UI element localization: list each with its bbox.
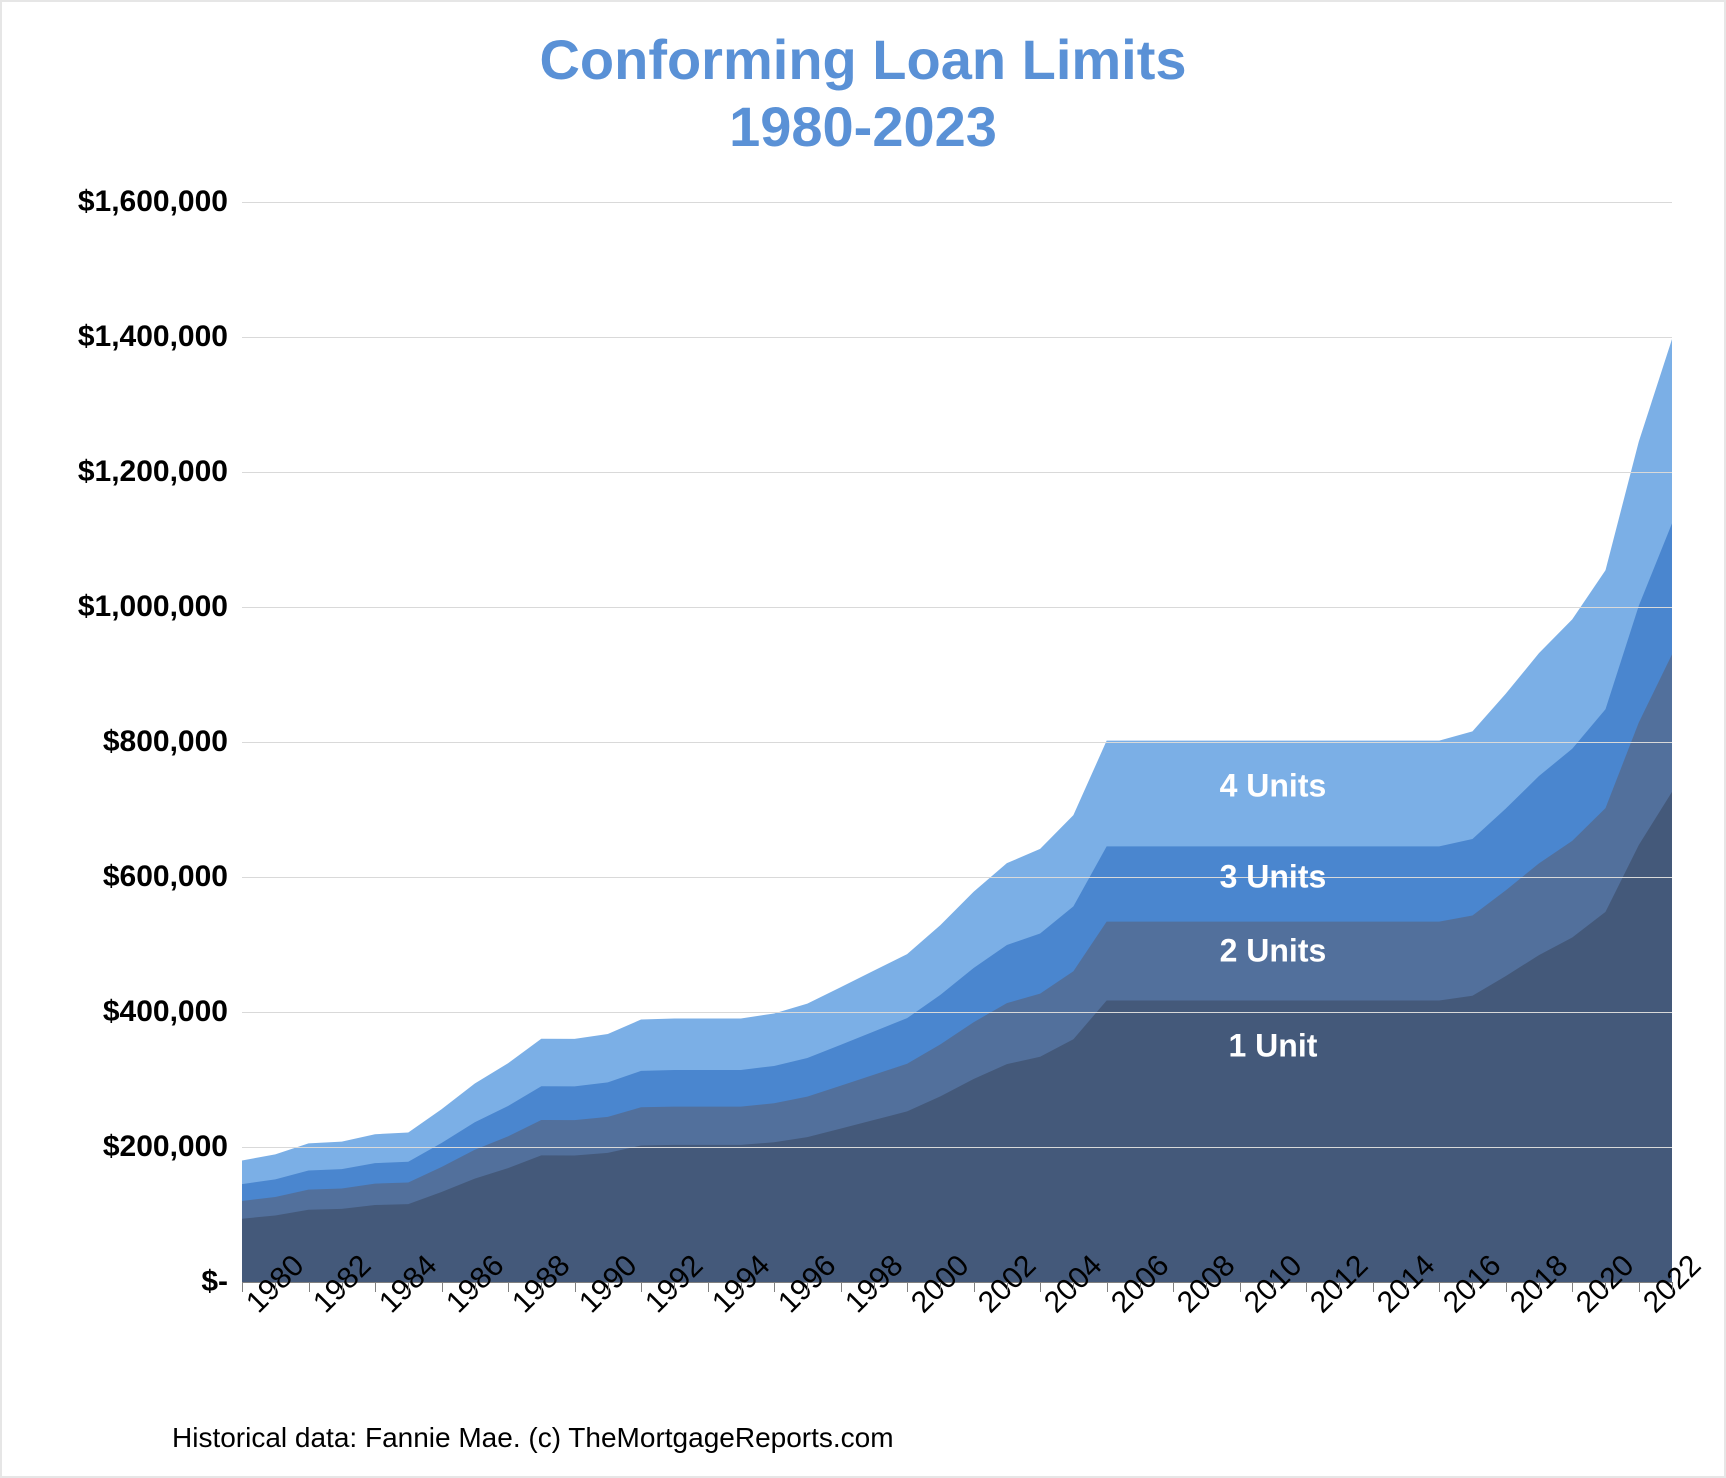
y-axis-label: $-: [201, 1265, 242, 1299]
y-axis-label: $400,000: [103, 995, 242, 1029]
x-tick: [1406, 1282, 1407, 1292]
gridline: [242, 472, 1672, 473]
gridline: [242, 202, 1672, 203]
x-tick: [342, 1282, 343, 1292]
x-tick: [1206, 1282, 1207, 1292]
y-axis-label: $200,000: [103, 1130, 242, 1164]
chart-title: Conforming Loan Limits 1980-2023: [2, 2, 1724, 160]
x-tick: [375, 1282, 376, 1292]
x-tick: [608, 1282, 609, 1292]
gridline: [242, 1147, 1672, 1148]
gridline: [242, 337, 1672, 338]
x-tick: [1439, 1282, 1440, 1292]
x-tick: [541, 1282, 542, 1292]
series-label-4-units: 4 Units: [1220, 767, 1327, 804]
y-axis-label: $600,000: [103, 860, 242, 894]
x-tick: [1373, 1282, 1374, 1292]
series-label-1-unit: 1 Unit: [1228, 1027, 1317, 1064]
chart-frame: Conforming Loan Limits 1980-2023 $-$200,…: [0, 0, 1726, 1478]
x-tick: [841, 1282, 842, 1292]
x-tick: [1539, 1282, 1540, 1292]
y-axis-label: $1,400,000: [78, 320, 242, 354]
x-tick: [674, 1282, 675, 1292]
x-tick: [1040, 1282, 1041, 1292]
x-tick: [1273, 1282, 1274, 1292]
x-tick: [708, 1282, 709, 1292]
y-axis-label: $800,000: [103, 725, 242, 759]
y-axis-label: $1,600,000: [78, 185, 242, 219]
x-tick: [1605, 1282, 1606, 1292]
x-tick: [1107, 1282, 1108, 1292]
chart-footnote: Historical data: Fannie Mae. (c) TheMort…: [172, 1422, 894, 1454]
x-tick: [1173, 1282, 1174, 1292]
x-tick: [1639, 1282, 1640, 1292]
x-tick: [1240, 1282, 1241, 1292]
gridline: [242, 742, 1672, 743]
x-tick: [1672, 1282, 1673, 1292]
gridline: [242, 607, 1672, 608]
x-tick: [974, 1282, 975, 1292]
x-tick: [242, 1282, 243, 1292]
x-tick: [1339, 1282, 1340, 1292]
x-tick: [741, 1282, 742, 1292]
x-tick: [1073, 1282, 1074, 1292]
y-axis-label: $1,000,000: [78, 590, 242, 624]
x-tick: [1572, 1282, 1573, 1292]
series-label-2-units: 2 Units: [1220, 933, 1327, 970]
x-tick: [1306, 1282, 1307, 1292]
x-tick: [907, 1282, 908, 1292]
x-tick: [1007, 1282, 1008, 1292]
plot-area: $-$200,000$400,000$600,000$800,000$1,000…: [242, 202, 1672, 1282]
gridline: [242, 877, 1672, 878]
x-tick: [475, 1282, 476, 1292]
x-tick: [874, 1282, 875, 1292]
x-tick: [774, 1282, 775, 1292]
y-axis-label: $1,200,000: [78, 455, 242, 489]
x-tick: [442, 1282, 443, 1292]
x-tick: [408, 1282, 409, 1292]
x-tick: [1140, 1282, 1141, 1292]
x-tick: [641, 1282, 642, 1292]
x-tick: [309, 1282, 310, 1292]
x-tick: [1472, 1282, 1473, 1292]
x-tick: [575, 1282, 576, 1292]
x-tick: [275, 1282, 276, 1292]
gridline: [242, 1012, 1672, 1013]
x-tick: [807, 1282, 808, 1292]
series-label-3-units: 3 Units: [1220, 859, 1327, 896]
x-tick: [1506, 1282, 1507, 1292]
x-tick: [940, 1282, 941, 1292]
x-tick: [508, 1282, 509, 1292]
